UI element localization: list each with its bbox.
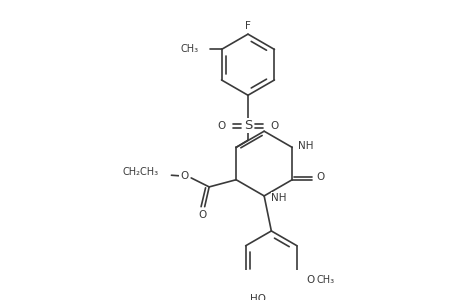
Text: F: F [245,21,250,31]
Text: O: O [270,121,279,131]
Text: NH: NH [271,193,286,203]
Text: O: O [179,171,188,181]
Text: O: O [216,121,224,131]
Text: CH₃: CH₃ [180,44,199,54]
Text: CH₃: CH₃ [316,275,334,285]
Text: O: O [198,210,207,220]
Text: O: O [305,275,313,285]
Text: HO: HO [249,294,265,300]
Text: O: O [315,172,324,182]
Text: S: S [243,119,252,132]
Text: NH: NH [297,141,313,151]
Text: CH₂CH₃: CH₂CH₃ [123,167,158,177]
